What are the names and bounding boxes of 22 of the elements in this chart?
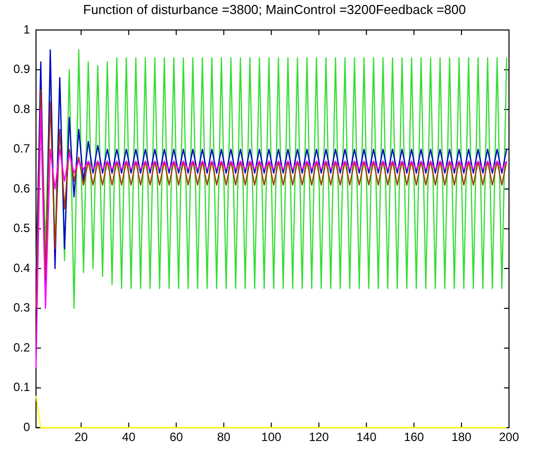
x-tick-label: 160	[404, 430, 424, 444]
y-tick-label: 0.2	[13, 340, 30, 354]
x-tick-label: 140	[356, 430, 377, 444]
x-tick-label: 20	[74, 430, 88, 444]
y-tick-label: 0.9	[13, 62, 30, 76]
y-tick-label: 0.6	[13, 181, 30, 196]
y-tick-label: 0.5	[13, 221, 30, 236]
y-tick-label: 0.7	[13, 142, 30, 156]
y-tick-label: 0.8	[13, 102, 30, 116]
y-tick-label: 1	[23, 22, 30, 36]
x-tick-label: 40	[122, 430, 136, 444]
x-tick-label: 180	[451, 430, 472, 444]
x-tick-label: 200	[498, 430, 520, 444]
x-tick-label: 100	[261, 430, 282, 444]
y-tick-label: 0.4	[13, 260, 30, 275]
chart-title: Function of disturbance =3800; MainControl =3200Feedback =800	[82, 2, 467, 17]
x-tick-label: 120	[308, 430, 330, 444]
x-tick-label: 60	[170, 430, 184, 444]
y-tick-label: 0.3	[13, 300, 30, 315]
x-tick-label: 80	[217, 430, 231, 444]
y-tick-label: 0	[23, 420, 30, 434]
y-tick-label: 0.1	[13, 380, 30, 394]
